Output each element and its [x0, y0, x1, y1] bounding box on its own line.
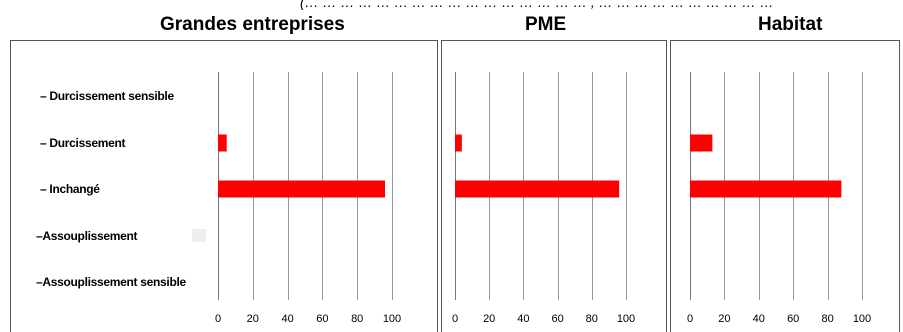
x-tick-label: 80 [586, 313, 598, 325]
bar-habitat [690, 180, 842, 198]
x-tick-label: 40 [753, 313, 765, 325]
x-tick-label: 0 [452, 313, 458, 325]
chart-title-habitat: Habitat [758, 14, 823, 35]
grey-marker [192, 229, 206, 242]
x-tick-label: 80 [821, 313, 833, 325]
x-tick-label: 100 [617, 313, 635, 325]
x-tick-label: 20 [718, 313, 730, 325]
category-label: –Assouplissement [36, 229, 138, 243]
x-tick-label: 80 [351, 313, 363, 325]
category-label: – Durcissement sensible [40, 89, 174, 103]
bar-grandes-entreprises [218, 180, 386, 198]
x-tick-label: 20 [483, 313, 495, 325]
x-tick-label: 60 [787, 313, 799, 325]
x-tick-label: 0 [687, 313, 693, 325]
bar-pme [455, 134, 462, 152]
bar-habitat [690, 134, 713, 152]
category-label: –Assouplissement sensible [36, 275, 187, 289]
x-tick-label: 40 [517, 313, 529, 325]
panel-frame-grandes-entreprises [10, 40, 438, 332]
bar-pme [455, 180, 620, 198]
category-label: – Durcissement [40, 136, 125, 150]
x-tick-label: 40 [281, 313, 293, 325]
x-tick-label: 60 [551, 313, 563, 325]
x-tick-label: 100 [383, 313, 401, 325]
x-tick-label: 20 [247, 313, 259, 325]
x-tick-label: 60 [316, 313, 328, 325]
panel-frame-pme [441, 40, 667, 332]
chart-title-grandes-entreprises: Grandes entreprises [160, 14, 345, 35]
chart-title-pme: PME [525, 14, 567, 35]
panel-frame-habitat [670, 40, 900, 332]
x-tick-label: 100 [853, 313, 871, 325]
x-tick-label: 0 [215, 313, 221, 325]
bar-grandes-entreprises [218, 134, 227, 152]
top-note-text: (… … … … … … … … … … … … … … … … , … … …… [300, 0, 774, 10]
category-label: – Inchangé [40, 182, 100, 196]
